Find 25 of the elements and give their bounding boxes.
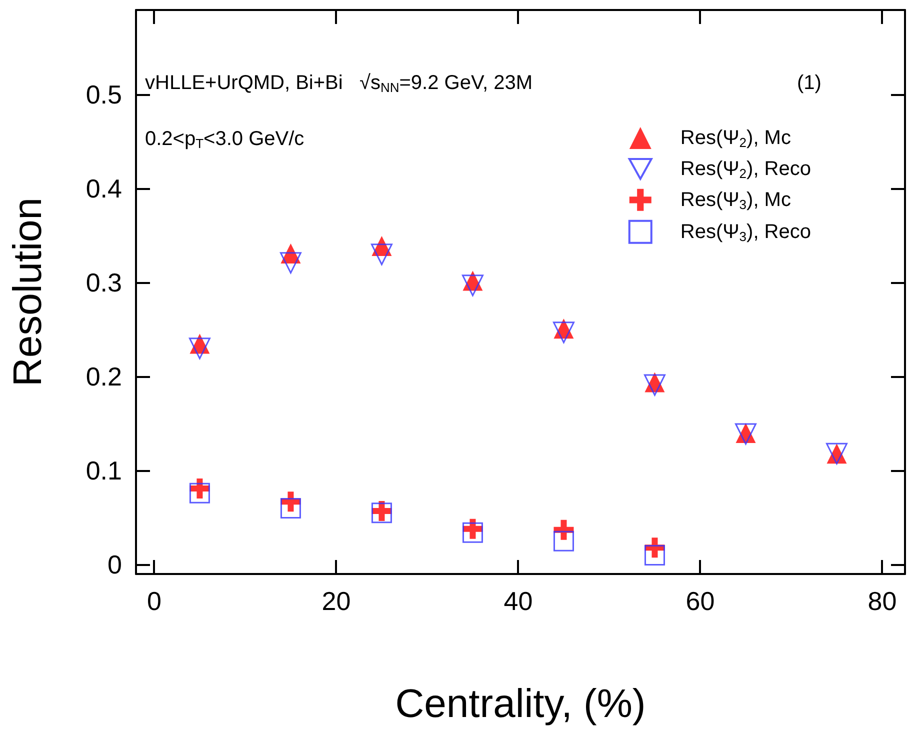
x-tick-label: 60 (686, 586, 715, 616)
y-tick-label: 0 (108, 550, 122, 580)
point (280, 252, 302, 274)
y-tick-label: 0.5 (86, 80, 122, 110)
point (644, 374, 666, 396)
point (189, 482, 210, 504)
point (552, 322, 574, 344)
point (644, 544, 665, 566)
y-axis-title: Resolution (6, 197, 50, 387)
point (370, 244, 392, 266)
y-tick-label: 0.3 (86, 268, 122, 298)
x-tick-label: 80 (868, 586, 897, 616)
point (462, 522, 483, 543)
x-tick-label: 40 (504, 586, 533, 616)
x-tick-label: 20 (322, 586, 351, 616)
x-tick-label: 0 (146, 586, 162, 616)
point (280, 498, 301, 518)
y-tick-label: 0.1 (86, 456, 122, 486)
point (462, 274, 484, 296)
x-axis-title: Centrality, (%) (395, 682, 646, 726)
point (188, 338, 210, 360)
point (553, 530, 574, 552)
y-tick-label: 0.2 (86, 362, 122, 392)
y-tick-label: 0.4 (86, 174, 122, 204)
annotation: (1) (797, 72, 822, 94)
